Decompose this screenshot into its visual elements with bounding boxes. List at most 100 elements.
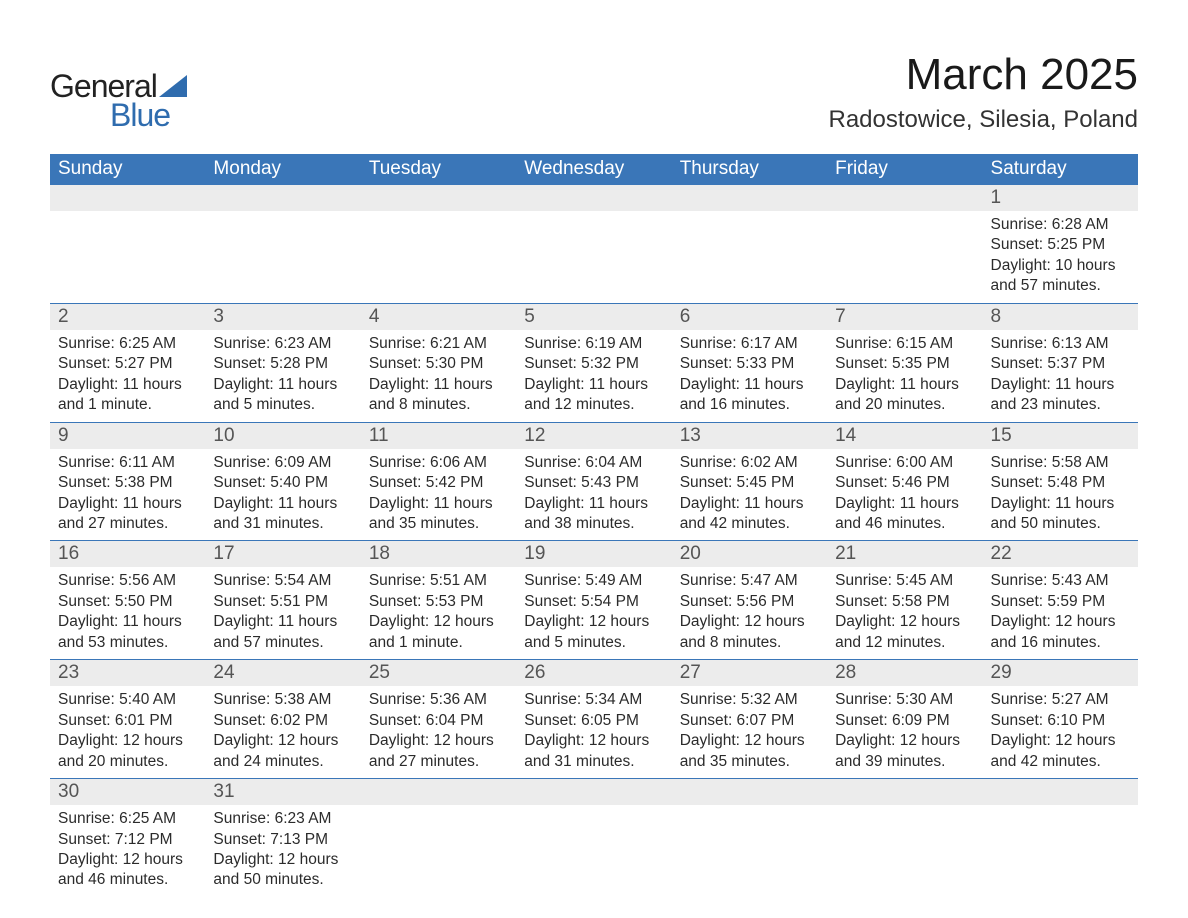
daylight-line-1: Daylight: 12 hours — [835, 731, 974, 751]
day-content: Sunrise: 5:38 AMSunset: 6:02 PMDaylight:… — [205, 686, 360, 778]
week-row: 16Sunrise: 5:56 AMSunset: 5:50 PMDayligh… — [50, 541, 1138, 660]
month-title: March 2025 — [828, 50, 1138, 100]
day-cell: 18Sunrise: 5:51 AMSunset: 5:53 PMDayligh… — [361, 541, 516, 660]
sunrise-line: Sunrise: 5:34 AM — [524, 690, 663, 710]
daylight-line-1: Daylight: 12 hours — [58, 731, 197, 751]
day-cell — [983, 779, 1138, 897]
daylight-line-2: and 12 minutes. — [524, 395, 663, 415]
sunrise-line: Sunrise: 6:25 AM — [58, 334, 197, 354]
day-cell: 24Sunrise: 5:38 AMSunset: 6:02 PMDayligh… — [205, 660, 360, 779]
day-content: Sunrise: 6:25 AMSunset: 5:27 PMDaylight:… — [50, 330, 205, 422]
sunrise-line: Sunrise: 6:23 AM — [213, 334, 352, 354]
sunrise-line: Sunrise: 6:25 AM — [58, 809, 197, 829]
day-header: Wednesday — [516, 154, 671, 185]
sunset-line: Sunset: 6:05 PM — [524, 711, 663, 731]
header: General Blue March 2025 Radostowice, Sil… — [50, 50, 1138, 134]
day-number: 22 — [983, 541, 1138, 567]
sunset-line: Sunset: 5:50 PM — [58, 592, 197, 612]
daylight-line-1: Daylight: 11 hours — [835, 494, 974, 514]
day-cell — [361, 185, 516, 304]
day-cell: 16Sunrise: 5:56 AMSunset: 5:50 PMDayligh… — [50, 541, 205, 660]
daylight-line-2: and 12 minutes. — [835, 633, 974, 653]
day-cell: 31Sunrise: 6:23 AMSunset: 7:13 PMDayligh… — [205, 779, 360, 897]
empty-day-bar — [50, 185, 205, 211]
daylight-line-1: Daylight: 12 hours — [213, 850, 352, 870]
day-cell: 28Sunrise: 5:30 AMSunset: 6:09 PMDayligh… — [827, 660, 982, 779]
day-header: Monday — [205, 154, 360, 185]
day-cell — [827, 185, 982, 304]
day-cell: 26Sunrise: 5:34 AMSunset: 6:05 PMDayligh… — [516, 660, 671, 779]
daylight-line-2: and 42 minutes. — [680, 514, 819, 534]
location: Radostowice, Silesia, Poland — [828, 106, 1138, 134]
daylight-line-2: and 20 minutes. — [835, 395, 974, 415]
day-cell: 9Sunrise: 6:11 AMSunset: 5:38 PMDaylight… — [50, 422, 205, 541]
day-content: Sunrise: 5:56 AMSunset: 5:50 PMDaylight:… — [50, 567, 205, 659]
daylight-line-2: and 35 minutes. — [369, 514, 508, 534]
week-row: 9Sunrise: 6:11 AMSunset: 5:38 PMDaylight… — [50, 422, 1138, 541]
daylight-line-2: and 57 minutes. — [213, 633, 352, 653]
daylight-line-1: Daylight: 11 hours — [213, 494, 352, 514]
day-content: Sunrise: 6:19 AMSunset: 5:32 PMDaylight:… — [516, 330, 671, 422]
sunrise-line: Sunrise: 6:06 AM — [369, 453, 508, 473]
day-cell: 27Sunrise: 5:32 AMSunset: 6:07 PMDayligh… — [672, 660, 827, 779]
sunset-line: Sunset: 6:01 PM — [58, 711, 197, 731]
sunrise-line: Sunrise: 5:58 AM — [991, 453, 1130, 473]
day-cell — [50, 185, 205, 304]
daylight-line-2: and 5 minutes. — [524, 633, 663, 653]
week-row: 30Sunrise: 6:25 AMSunset: 7:12 PMDayligh… — [50, 779, 1138, 897]
sunset-line: Sunset: 5:27 PM — [58, 354, 197, 374]
empty-day-bar — [827, 185, 982, 211]
day-header: Saturday — [983, 154, 1138, 185]
sunset-line: Sunset: 5:42 PM — [369, 473, 508, 493]
sunrise-line: Sunrise: 5:32 AM — [680, 690, 819, 710]
sunset-line: Sunset: 5:32 PM — [524, 354, 663, 374]
sunrise-line: Sunrise: 6:17 AM — [680, 334, 819, 354]
daylight-line-2: and 46 minutes. — [835, 514, 974, 534]
day-number: 17 — [205, 541, 360, 567]
sunset-line: Sunset: 6:09 PM — [835, 711, 974, 731]
daylight-line-1: Daylight: 12 hours — [835, 612, 974, 632]
day-cell: 19Sunrise: 5:49 AMSunset: 5:54 PMDayligh… — [516, 541, 671, 660]
day-cell: 17Sunrise: 5:54 AMSunset: 5:51 PMDayligh… — [205, 541, 360, 660]
day-cell: 6Sunrise: 6:17 AMSunset: 5:33 PMDaylight… — [672, 303, 827, 422]
day-content: Sunrise: 6:28 AMSunset: 5:25 PMDaylight:… — [983, 211, 1138, 303]
daylight-line-1: Daylight: 12 hours — [524, 612, 663, 632]
day-number: 11 — [361, 423, 516, 449]
sunrise-line: Sunrise: 6:11 AM — [58, 453, 197, 473]
sunrise-line: Sunrise: 5:40 AM — [58, 690, 197, 710]
day-content: Sunrise: 6:21 AMSunset: 5:30 PMDaylight:… — [361, 330, 516, 422]
day-content: Sunrise: 5:47 AMSunset: 5:56 PMDaylight:… — [672, 567, 827, 659]
day-content: Sunrise: 6:23 AMSunset: 5:28 PMDaylight:… — [205, 330, 360, 422]
daylight-line-2: and 23 minutes. — [991, 395, 1130, 415]
sunset-line: Sunset: 5:28 PM — [213, 354, 352, 374]
sunset-line: Sunset: 6:04 PM — [369, 711, 508, 731]
sunset-line: Sunset: 6:02 PM — [213, 711, 352, 731]
day-cell: 14Sunrise: 6:00 AMSunset: 5:46 PMDayligh… — [827, 422, 982, 541]
day-cell: 13Sunrise: 6:02 AMSunset: 5:45 PMDayligh… — [672, 422, 827, 541]
sunset-line: Sunset: 5:59 PM — [991, 592, 1130, 612]
sunset-line: Sunset: 5:48 PM — [991, 473, 1130, 493]
sunrise-line: Sunrise: 5:45 AM — [835, 571, 974, 591]
day-content: Sunrise: 5:40 AMSunset: 6:01 PMDaylight:… — [50, 686, 205, 778]
daylight-line-1: Daylight: 12 hours — [680, 612, 819, 632]
day-content: Sunrise: 6:06 AMSunset: 5:42 PMDaylight:… — [361, 449, 516, 541]
day-content: Sunrise: 6:02 AMSunset: 5:45 PMDaylight:… — [672, 449, 827, 541]
daylight-line-1: Daylight: 11 hours — [991, 494, 1130, 514]
daylight-line-1: Daylight: 11 hours — [369, 494, 508, 514]
day-cell: 30Sunrise: 6:25 AMSunset: 7:12 PMDayligh… — [50, 779, 205, 897]
sunrise-line: Sunrise: 6:15 AM — [835, 334, 974, 354]
day-cell: 3Sunrise: 6:23 AMSunset: 5:28 PMDaylight… — [205, 303, 360, 422]
day-content: Sunrise: 6:09 AMSunset: 5:40 PMDaylight:… — [205, 449, 360, 541]
daylight-line-2: and 53 minutes. — [58, 633, 197, 653]
sunset-line: Sunset: 5:38 PM — [58, 473, 197, 493]
daylight-line-2: and 50 minutes. — [213, 870, 352, 890]
sunset-line: Sunset: 5:56 PM — [680, 592, 819, 612]
day-cell — [205, 185, 360, 304]
daylight-line-1: Daylight: 10 hours — [991, 256, 1130, 276]
sunset-line: Sunset: 6:10 PM — [991, 711, 1130, 731]
day-number: 29 — [983, 660, 1138, 686]
day-number: 23 — [50, 660, 205, 686]
daylight-line-2: and 16 minutes. — [680, 395, 819, 415]
title-block: March 2025 Radostowice, Silesia, Poland — [828, 50, 1138, 134]
sunrise-line: Sunrise: 6:09 AM — [213, 453, 352, 473]
